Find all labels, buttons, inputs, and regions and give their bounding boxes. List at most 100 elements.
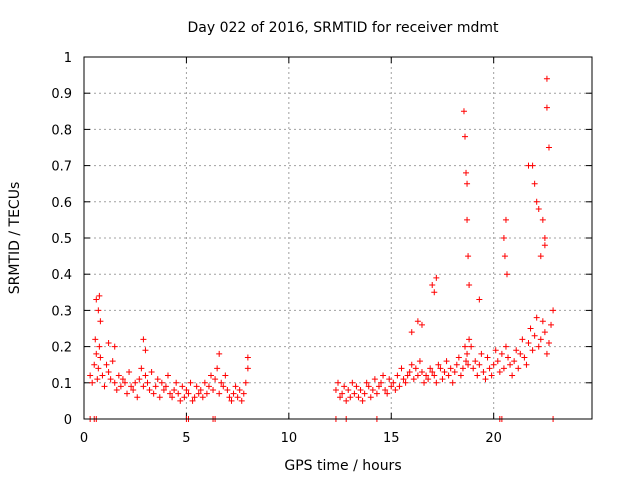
data-point	[500, 365, 507, 372]
data-point	[357, 387, 364, 394]
data-point	[431, 289, 438, 296]
data-point	[537, 253, 544, 260]
data-point	[457, 372, 464, 379]
data-point	[531, 332, 538, 339]
data-point	[109, 358, 116, 365]
data-point	[113, 387, 120, 394]
data-point	[140, 336, 147, 343]
data-point	[201, 379, 208, 386]
data-point	[414, 372, 421, 379]
data-point	[527, 325, 534, 332]
data-point	[117, 383, 124, 390]
data-point	[111, 379, 118, 386]
x-tick-label: 10	[281, 431, 298, 446]
data-point	[425, 376, 432, 383]
data-point	[494, 358, 501, 365]
data-point	[535, 343, 542, 350]
data-point	[423, 372, 430, 379]
data-point	[142, 347, 149, 354]
data-point	[502, 216, 509, 223]
data-point	[416, 358, 423, 365]
chart-title: Day 022 of 2016, SRMTID for receiver mdm…	[187, 20, 499, 36]
data-point	[396, 383, 403, 390]
data-point	[230, 390, 237, 397]
data-point	[359, 397, 366, 404]
y-tick-label: 0.3	[51, 304, 72, 319]
data-point	[167, 390, 174, 397]
data-point	[369, 387, 376, 394]
data-point	[175, 390, 182, 397]
y-tick-label: 0.2	[51, 341, 72, 356]
data-point	[103, 361, 110, 368]
data-point	[222, 372, 229, 379]
y-tick-label: 0.8	[51, 123, 72, 138]
data-point	[437, 365, 444, 372]
data-point	[515, 365, 522, 372]
data-point	[97, 318, 104, 325]
data-point	[96, 292, 103, 299]
data-point	[179, 383, 186, 390]
x-tick-label: 5	[182, 431, 190, 446]
x-tick-labels: 0 5 10 15 20	[80, 431, 502, 446]
data-point	[449, 379, 456, 386]
data-point	[505, 354, 512, 361]
data-point	[189, 397, 196, 404]
data-point	[124, 390, 131, 397]
data-point	[371, 376, 378, 383]
data-point	[203, 390, 210, 397]
data-point	[543, 75, 550, 82]
data-point	[517, 350, 524, 357]
data-point	[228, 397, 235, 404]
data-point	[492, 347, 499, 354]
data-point	[144, 379, 151, 386]
data-point	[525, 339, 532, 346]
data-point	[173, 379, 180, 386]
data-point	[353, 383, 360, 390]
data-point	[181, 394, 188, 401]
data-point	[398, 365, 405, 372]
data-point	[380, 372, 387, 379]
data-point	[525, 162, 532, 169]
data-point	[460, 108, 467, 115]
data-point	[427, 365, 434, 372]
data-point	[476, 361, 483, 368]
data-point	[539, 318, 546, 325]
data-point	[136, 376, 143, 383]
data-point	[482, 376, 489, 383]
y-axis-label: SRMTID / TECUs	[7, 182, 23, 295]
data-point	[382, 387, 389, 394]
data-point	[169, 394, 176, 401]
data-point	[154, 376, 161, 383]
data-point	[529, 347, 536, 354]
data-point	[463, 169, 470, 176]
data-point	[107, 376, 114, 383]
data-point	[435, 361, 442, 368]
data-point	[502, 343, 509, 350]
data-point	[431, 372, 438, 379]
data-point	[105, 339, 112, 346]
data-point	[216, 350, 223, 357]
data-point	[543, 104, 550, 111]
data-point	[238, 397, 245, 404]
data-point	[543, 350, 550, 357]
data-point	[406, 368, 413, 375]
data-point	[121, 379, 128, 386]
data-point	[232, 383, 239, 390]
data-point	[484, 354, 491, 361]
data-point	[537, 336, 544, 343]
data-point	[244, 354, 251, 361]
data-point	[197, 387, 204, 394]
data-point	[224, 387, 231, 394]
y-tick-label: 0.6	[51, 196, 72, 211]
data-point	[126, 368, 133, 375]
data-point	[335, 379, 341, 386]
y-tick-labels: 0 0.1 0.2 0.3 0.4 0.5 0.6 0.7 0.8 0.9 1	[51, 51, 72, 428]
data-point	[351, 390, 358, 397]
y-tick-label: 0.7	[51, 160, 72, 175]
data-point	[140, 383, 147, 390]
x-tick-label: 15	[383, 431, 400, 446]
x-tick-label: 20	[485, 431, 502, 446]
data-point	[535, 206, 542, 213]
data-point	[91, 361, 98, 368]
data-point	[337, 394, 344, 401]
